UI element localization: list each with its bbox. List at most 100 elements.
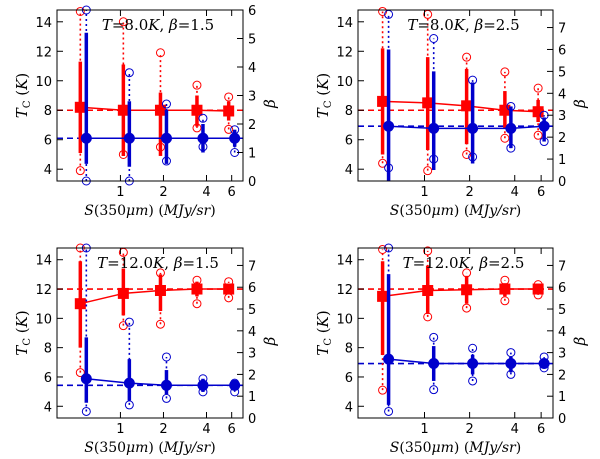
- panel-title: T=12.0K, β=1.5: [97, 254, 219, 272]
- tc-outlier-high-2: [423, 246, 433, 256]
- tc-outlier-low-3: [155, 319, 165, 329]
- tc-outlier-high-4: [500, 67, 510, 77]
- y-tick-label: 6: [345, 134, 353, 149]
- y-tick-label: 6: [345, 371, 353, 386]
- y-axis-label: TC (K): [314, 73, 334, 118]
- beta-outlier-low-3: [468, 376, 478, 386]
- tc-point-2: [117, 287, 129, 299]
- beta-point-4: [505, 358, 517, 370]
- tc-outlier-high-3: [462, 52, 472, 62]
- beta-point-3: [160, 132, 172, 144]
- y2-tick-label: 1: [248, 147, 256, 162]
- y-tick-label: 14: [336, 254, 353, 269]
- y2-tick-label: 7: [558, 22, 566, 37]
- y-axis-label: TC (K): [13, 310, 33, 355]
- y2-tick-label: 5: [248, 33, 256, 48]
- beta-outlier-low-3: [161, 156, 171, 166]
- y-tick-label: 10: [35, 75, 52, 90]
- tc-point-4: [191, 283, 203, 295]
- y2-tick-label: 3: [248, 90, 256, 105]
- y2-tick-label: 2: [558, 368, 566, 383]
- beta-outlier-high-3: [161, 352, 171, 362]
- tc-outlier-low-4: [500, 296, 510, 306]
- beta-outlier-low-2: [124, 400, 134, 410]
- y2-tick-label: 4: [248, 61, 256, 76]
- tc-outlier-low-4: [192, 299, 202, 309]
- tc-outlier-low-3: [155, 142, 165, 152]
- x-axis-label: S(350μm) (MJy/sr): [390, 203, 521, 219]
- y2-tick-label: 6: [248, 281, 256, 296]
- x-tick-label: 1: [116, 422, 124, 437]
- beta-outlier-low-5: [539, 137, 549, 147]
- tc-point-2: [422, 97, 434, 109]
- beta-point-1: [383, 353, 395, 365]
- y-tick-label: 6: [44, 134, 52, 149]
- y-tick-label: 14: [35, 16, 52, 31]
- beta-outlier-high-2: [124, 317, 134, 327]
- tc-outlier-low-3: [462, 303, 472, 313]
- y2-tick-label: 0: [248, 412, 256, 427]
- beta-point-3: [160, 379, 172, 391]
- panel-title: T=8.0K, β=1.5: [102, 16, 214, 34]
- tc-outlier-low-3: [462, 149, 472, 159]
- y-tick-label: 10: [336, 75, 353, 90]
- y2-tick-label: 2: [558, 131, 566, 146]
- y-tick-label: 10: [35, 312, 52, 327]
- plot-frame: [56, 247, 244, 419]
- beta-outlier-low-1: [81, 406, 91, 416]
- beta-point-4: [197, 132, 209, 144]
- beta-outlier-low-2: [429, 385, 439, 395]
- tc-outlier-high-2: [118, 17, 128, 27]
- x-tick-label: 2: [465, 185, 473, 200]
- x-axis-label: S(350μm) (MJy/sr): [390, 440, 521, 456]
- panel-title: T=8.0K, β=2.5: [407, 16, 519, 34]
- tc-point-5: [223, 283, 235, 295]
- plot-frame: [357, 9, 554, 182]
- y-axis-label: TC (K): [13, 73, 33, 118]
- tc-outlier-high-3: [155, 268, 165, 278]
- beta-outlier-low-1: [384, 406, 394, 416]
- y2-tick-label: 1: [558, 390, 566, 405]
- y2-tick-label: 0: [248, 175, 256, 190]
- y2-tick-label: 7: [248, 259, 256, 274]
- tc-outlier-low-1: [378, 385, 388, 395]
- y-tick-label: 8: [345, 104, 353, 119]
- beta-point-4: [505, 122, 517, 134]
- y2-tick-label: 5: [248, 303, 256, 318]
- y2-tick-label: 6: [558, 43, 566, 58]
- beta-outlier-low-2: [429, 154, 439, 164]
- beta-outlier-high-2: [429, 34, 439, 43]
- tc-point-2: [422, 285, 434, 296]
- x-tick-label: 2: [159, 422, 167, 437]
- tc-outlier-low-1: [378, 158, 388, 168]
- x-tick-label: 2: [159, 185, 167, 200]
- tc-point-4: [499, 104, 511, 116]
- y2-tick-label: 3: [248, 347, 256, 362]
- x-axis-label: S(350μm) (MJy/sr): [84, 440, 215, 456]
- x-tick-label: 6: [228, 185, 236, 200]
- y2-tick-label: 1: [558, 153, 566, 168]
- tc-point-4: [191, 104, 203, 116]
- y-tick-label: 12: [336, 283, 353, 298]
- tc-outlier-high-3: [462, 268, 472, 278]
- beta-point-2: [123, 377, 135, 389]
- x-tick-label: 4: [511, 185, 519, 200]
- beta-point-5: [538, 120, 550, 132]
- beta-outlier-low-3: [468, 152, 478, 162]
- y-tick-label: 8: [44, 104, 52, 119]
- y-tick-label: 4: [44, 163, 52, 178]
- tc-outlier-low-5: [224, 124, 234, 134]
- beta-point-3: [467, 122, 479, 134]
- plot-frame: [357, 247, 554, 419]
- y2-tick-label: 0: [558, 175, 566, 190]
- y-tick-label: 8: [345, 342, 353, 357]
- tc-point-4: [499, 283, 511, 295]
- y2-axis-label: β: [571, 336, 589, 346]
- y2-axis-label: β: [261, 336, 279, 346]
- y2-tick-label: 4: [558, 87, 566, 102]
